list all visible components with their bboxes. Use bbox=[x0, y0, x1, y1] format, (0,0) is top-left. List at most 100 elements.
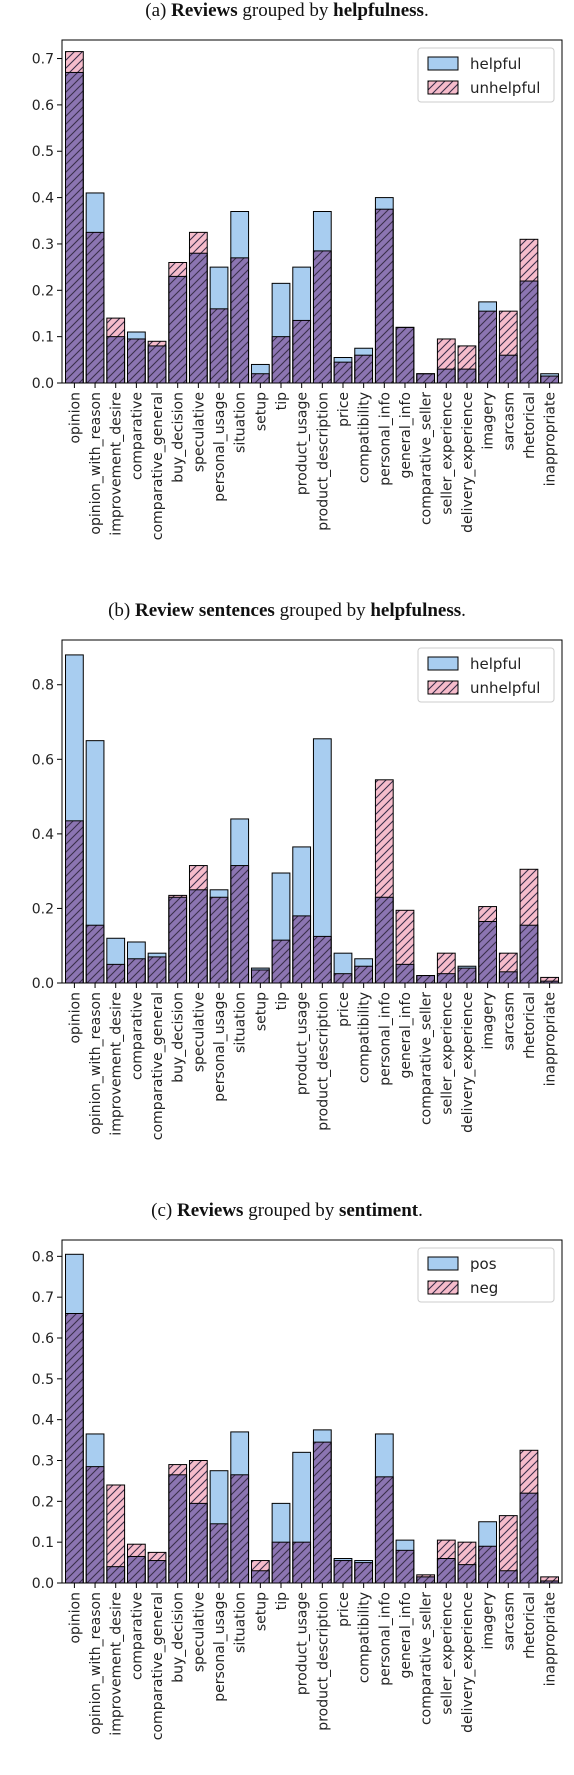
y-tick-label: 0.3 bbox=[32, 1454, 54, 1470]
x-tick-label: speculative bbox=[191, 992, 207, 1072]
bar-opinion_with_reason-upper bbox=[86, 192, 104, 233]
bar-improvement_desire-upper-hatch bbox=[106, 318, 125, 337]
x-tick-label: situation bbox=[233, 992, 249, 1053]
bar-product_usage-upper bbox=[292, 267, 311, 321]
bar-setup-upper-hatch bbox=[251, 1560, 270, 1571]
bar-comparative_general-overlap-hatch bbox=[148, 1560, 166, 1583]
chart-c-reviews-sentiment: 0.0 0.1 0.2 0.3 0.4 0.5 0.6 0.7 0.8 opinion opinio… bbox=[32, 1239, 563, 1740]
bar-compatibility-overlap-hatch bbox=[354, 1562, 373, 1583]
y-tick-label: 0.2 bbox=[32, 283, 54, 299]
bar-compatibility-upper bbox=[354, 348, 373, 356]
x-tick-label: opinion bbox=[67, 992, 83, 1044]
legend-label-pos: pos bbox=[470, 1255, 497, 1273]
y-tick-label: 0.8 bbox=[32, 1249, 54, 1265]
bar-personal_usage-upper bbox=[210, 889, 228, 898]
y-tick-label: 0.2 bbox=[32, 901, 54, 917]
bar-compatibility-upper bbox=[354, 958, 373, 967]
legend-swatch-hatch bbox=[427, 1280, 459, 1295]
bar-sarcasm-upper-hatch bbox=[499, 1515, 518, 1571]
x-tick-label: inappropriate bbox=[543, 992, 559, 1086]
plot-frame bbox=[61, 39, 563, 384]
x-tick-label: product_usage bbox=[295, 992, 311, 1095]
bar-tip-upper bbox=[272, 1503, 290, 1543]
x-tick-label: inappropriate bbox=[543, 392, 559, 486]
y-tick-label: 0.4 bbox=[32, 191, 54, 207]
x-tick-label: delivery_experience bbox=[460, 392, 476, 533]
bar-speculative-upper-hatch bbox=[189, 1460, 208, 1504]
bar-buy_decision-upper-hatch bbox=[168, 895, 187, 898]
bar-general_info-overlap-hatch bbox=[396, 964, 414, 983]
x-tick-label: comparative_general bbox=[150, 992, 166, 1140]
x-tick-label: sarcasm bbox=[501, 992, 517, 1051]
x-tick-label: product_usage bbox=[295, 1592, 311, 1695]
bar-opinion_with_reason-upper bbox=[86, 740, 104, 926]
x-tick-label: speculative bbox=[191, 1592, 207, 1672]
bar-delivery_experience-overlap-hatch bbox=[458, 369, 476, 383]
bar-inappropriate-overlap-hatch bbox=[540, 376, 559, 383]
bar-comparative-upper bbox=[127, 941, 146, 959]
bar-buy_decision-overlap-hatch bbox=[168, 897, 187, 983]
bar-setup-overlap-hatch bbox=[251, 969, 270, 983]
x-tick-label: product_usage bbox=[295, 392, 311, 495]
bar-setup-overlap-hatch bbox=[251, 1570, 270, 1583]
bar-seller_experience-upper-hatch bbox=[437, 338, 456, 370]
x-tick-label: product_description bbox=[315, 1592, 331, 1731]
bar-delivery_experience-overlap-hatch bbox=[458, 968, 476, 983]
bar-sarcasm-overlap-hatch bbox=[499, 355, 518, 383]
bar-buy_decision-overlap-hatch bbox=[168, 276, 187, 383]
x-tick-label: rhetorical bbox=[522, 992, 538, 1059]
x-tick-label: rhetorical bbox=[522, 1592, 538, 1659]
bar-rhetorical-upper-hatch bbox=[520, 1450, 538, 1494]
chart-a-reviews-helpfulness: 0.0 0.1 0.2 0.3 0.4 0.5 0.6 0.7 opinion opinion_w… bbox=[32, 39, 563, 540]
bar-compatibility-upper bbox=[354, 1560, 373, 1563]
bar-improvement_desire-overlap-hatch bbox=[106, 1566, 125, 1583]
bar-general_info-upper bbox=[396, 1540, 414, 1551]
bar-comparative-upper bbox=[127, 332, 146, 339]
y-tick-label: 0.1 bbox=[32, 330, 54, 346]
bar-comparative_general-overlap-hatch bbox=[148, 345, 166, 383]
x-tick-label: personal_usage bbox=[212, 1592, 228, 1702]
bar-rhetorical-overlap-hatch bbox=[520, 1493, 538, 1583]
bar-comparative_seller-overlap-hatch bbox=[416, 975, 435, 983]
x-tick-label: comparative bbox=[129, 392, 145, 480]
bar-tip-overlap-hatch bbox=[272, 1542, 290, 1583]
x-tick-label: comparative_general bbox=[150, 392, 166, 540]
bar-compatibility-overlap-hatch bbox=[354, 355, 373, 383]
y-tick-label: 0.8 bbox=[32, 678, 54, 694]
bar-product_usage-overlap-hatch bbox=[292, 1542, 311, 1583]
bar-comparative_general-upper-hatch bbox=[148, 1552, 166, 1561]
bar-personal_usage-overlap-hatch bbox=[210, 308, 228, 383]
bar-comparative-overlap-hatch bbox=[127, 338, 146, 383]
x-tick-label: personal_info bbox=[377, 992, 393, 1086]
x-tick-label: personal_info bbox=[377, 1592, 393, 1686]
bar-comparative_seller-overlap-hatch bbox=[416, 373, 435, 383]
x-tick-label: tip bbox=[274, 392, 290, 410]
bar-situation-overlap-hatch bbox=[230, 1474, 249, 1583]
x-tick-label: opinion_with_reason bbox=[88, 992, 104, 1135]
y-tick-label: 0.5 bbox=[32, 1372, 54, 1388]
x-tick-label: personal_info bbox=[377, 392, 393, 486]
y-tick-label: 0.2 bbox=[32, 1494, 54, 1510]
x-tick-label: personal_usage bbox=[212, 392, 228, 502]
bar-speculative-overlap-hatch bbox=[189, 253, 208, 383]
bar-seller_experience-overlap-hatch bbox=[437, 369, 456, 383]
x-tick-label: comparative_general bbox=[150, 1592, 166, 1740]
bar-price-upper bbox=[334, 357, 352, 363]
bar-delivery_experience-upper bbox=[458, 966, 476, 969]
x-tick-label: situation bbox=[233, 392, 249, 453]
bar-buy_decision-overlap-hatch bbox=[168, 1474, 187, 1583]
bar-product_description-upper bbox=[313, 738, 332, 937]
x-tick-label: compatibility bbox=[357, 1592, 373, 1683]
bar-speculative-overlap-hatch bbox=[189, 1503, 208, 1583]
bar-opinion_with_reason-overlap-hatch bbox=[86, 925, 104, 983]
bar-opinion-upper bbox=[65, 1254, 84, 1314]
bar-delivery_experience-upper-hatch bbox=[458, 345, 476, 370]
y-tick-label: 0.7 bbox=[32, 1290, 54, 1306]
y-tick-label: 0.0 bbox=[32, 1576, 54, 1592]
x-tick-label: general_info bbox=[398, 1592, 414, 1678]
bar-tip-overlap-hatch bbox=[272, 940, 290, 983]
bar-tip-overlap-hatch bbox=[272, 336, 290, 383]
y-tick-label: 0.5 bbox=[32, 144, 54, 160]
bar-seller_experience-upper-hatch bbox=[437, 953, 456, 974]
bar-rhetorical-overlap-hatch bbox=[520, 925, 538, 983]
